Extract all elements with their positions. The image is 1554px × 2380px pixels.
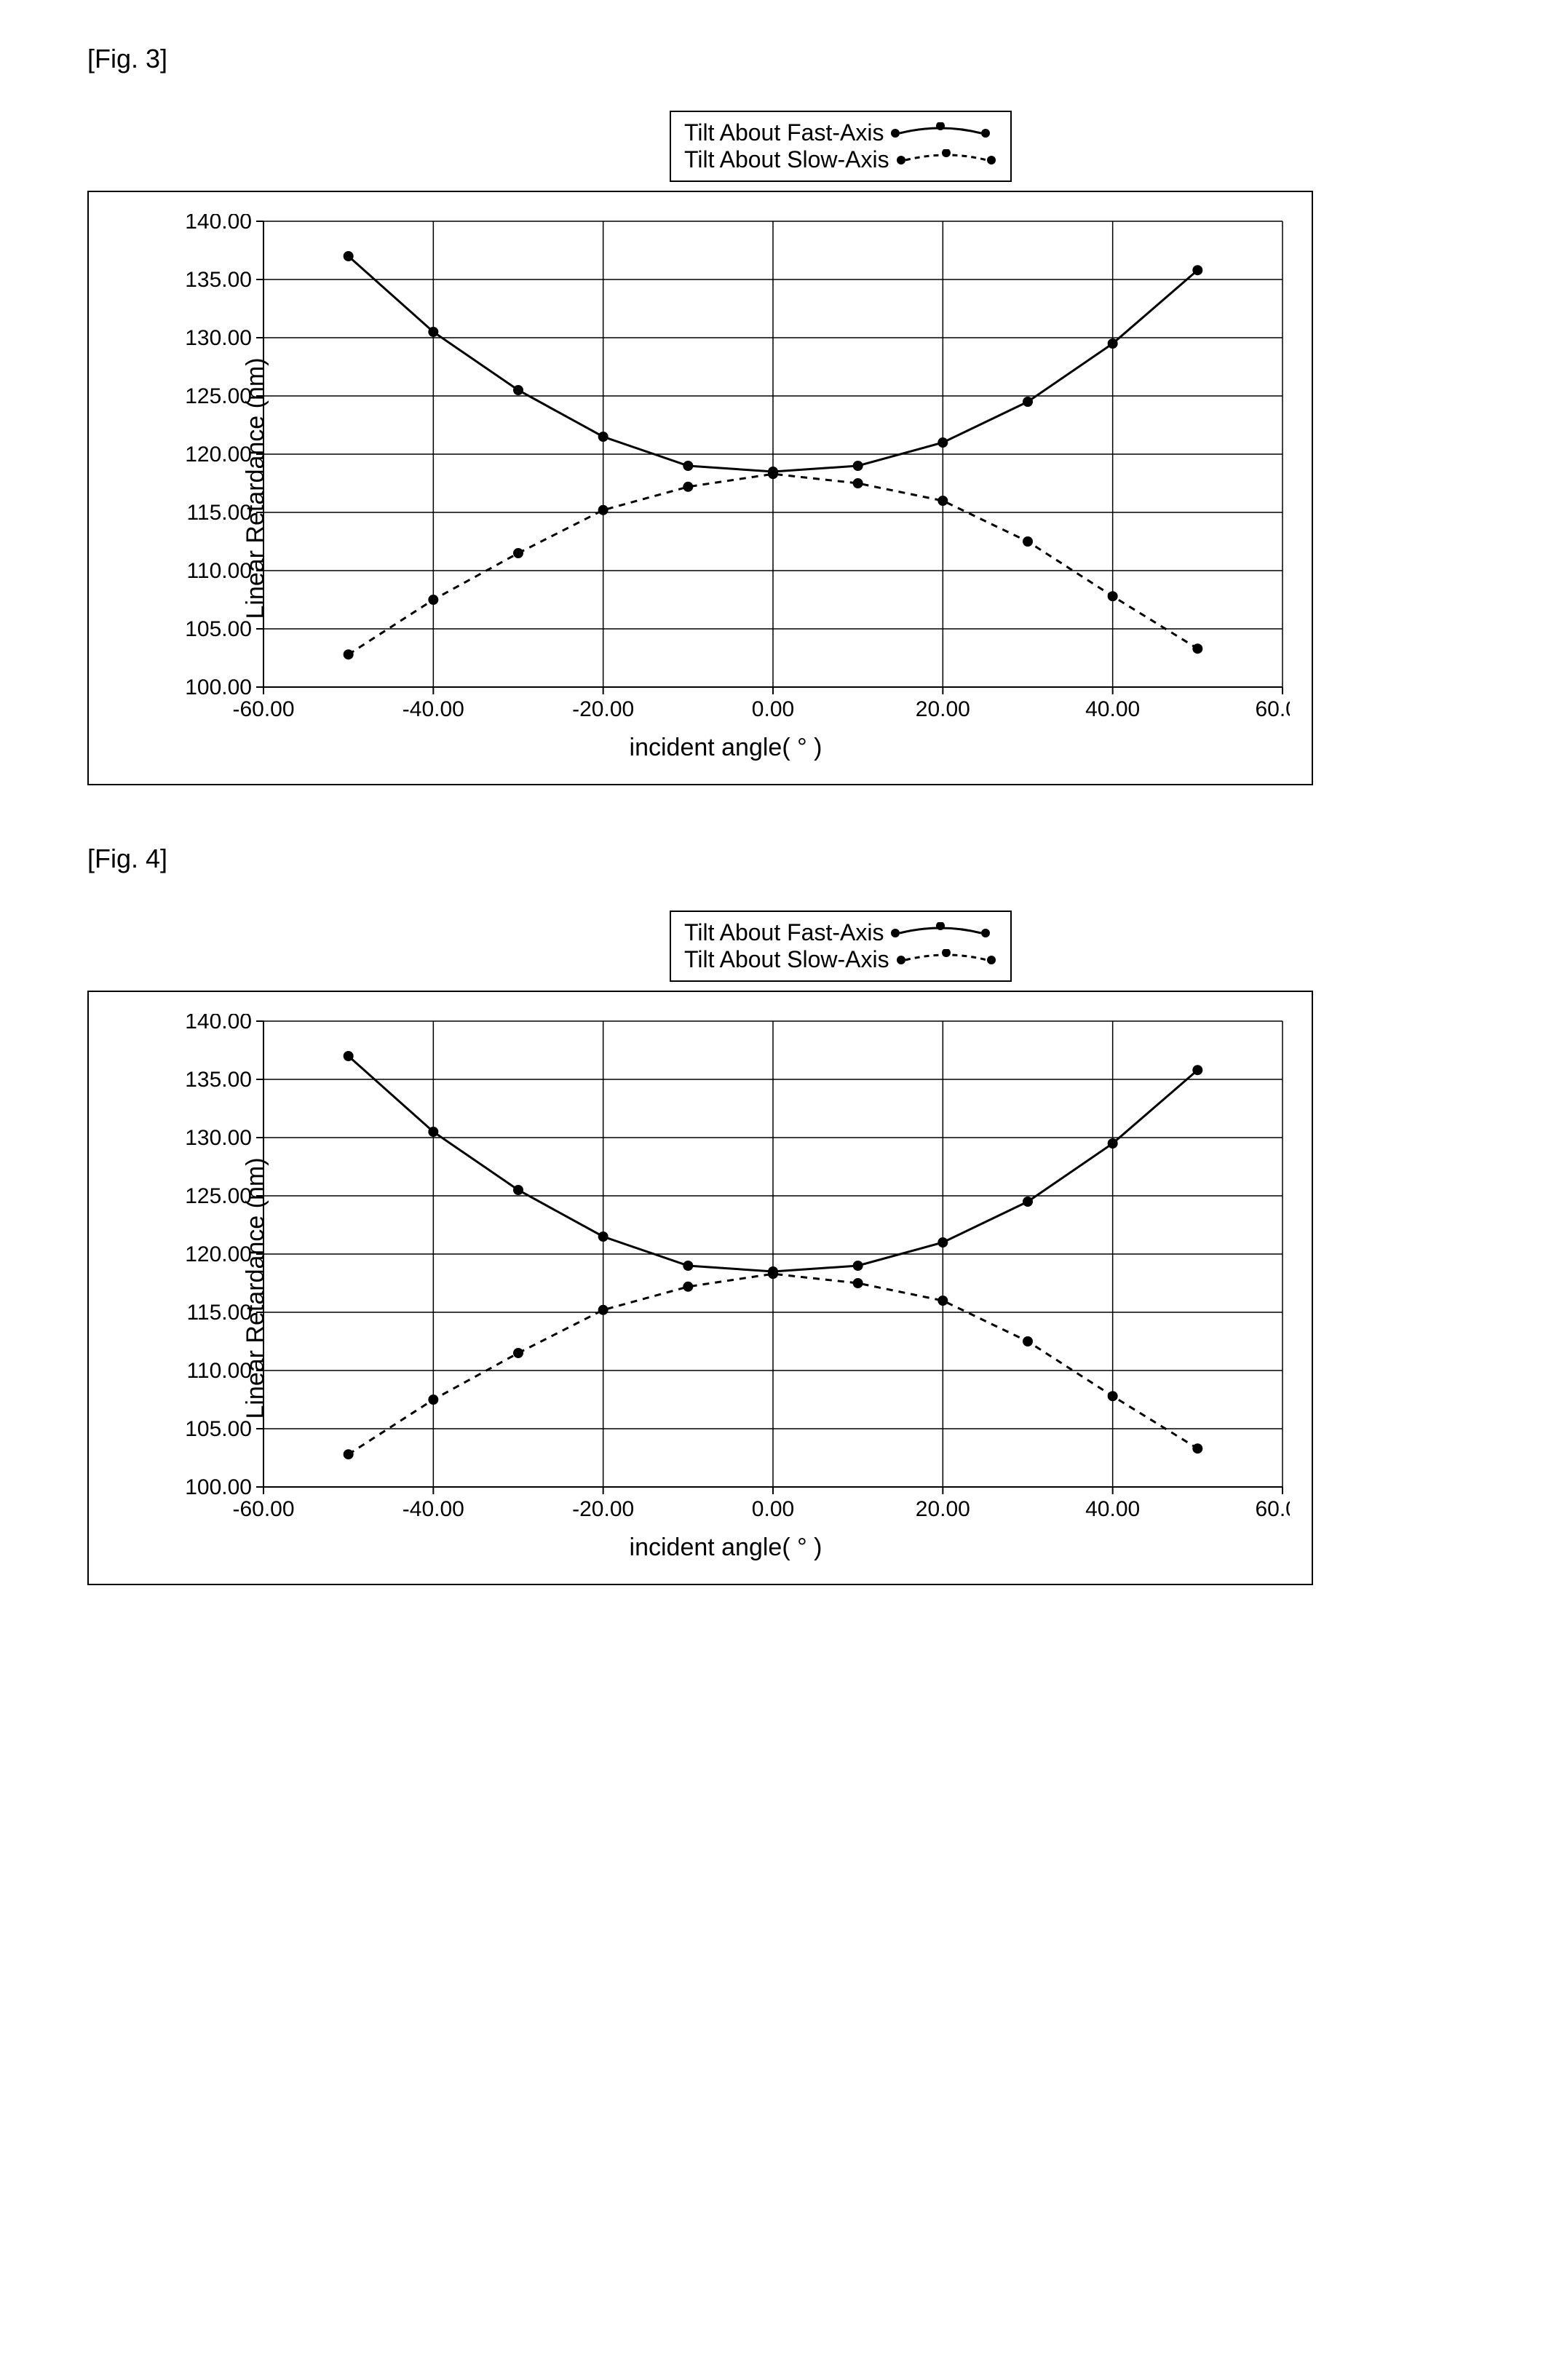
y-axis-label: Linear Retardance (nm) [242,1157,270,1419]
chart-area: Linear Retardance (nm)100.00105.00110.00… [176,1014,1275,1562]
svg-text:100.00: 100.00 [185,675,252,699]
svg-text:135.00: 135.00 [185,268,252,292]
chart-area: Linear Retardance (nm)100.00105.00110.00… [176,214,1275,762]
svg-text:-40.00: -40.00 [403,697,464,721]
svg-text:-60.00: -60.00 [232,1497,294,1521]
legend-label: Tilt About Fast-Axis [684,119,884,146]
svg-text:135.00: 135.00 [185,1068,252,1092]
svg-text:0.00: 0.00 [752,697,794,721]
legend-row: Tilt About Fast-Axis [684,919,997,946]
svg-text:140.00: 140.00 [185,1014,252,1034]
plot-svg: 100.00105.00110.00115.00120.00125.00130.… [176,214,1290,731]
figure-label: [Fig. 3] [87,44,1467,74]
legend-row: Tilt About Fast-Axis [684,119,997,146]
svg-text:130.00: 130.00 [185,1126,252,1150]
svg-text:100.00: 100.00 [185,1475,252,1499]
svg-text:-60.00: -60.00 [232,697,294,721]
plot-svg: 100.00105.00110.00115.00120.00125.00130.… [176,1014,1290,1531]
svg-text:-20.00: -20.00 [572,697,634,721]
figure-block: [Fig. 4] Tilt About Fast-Axis Tilt About … [87,844,1467,1585]
x-axis-label: incident angle( ° ) [176,734,1275,762]
chart-container: Linear Retardance (nm)100.00105.00110.00… [87,991,1313,1585]
chart-container: Linear Retardance (nm)100.00105.00110.00… [87,191,1313,785]
legend-sample-icon [889,122,991,144]
svg-text:60.00: 60.00 [1255,697,1290,721]
legend-box: Tilt About Fast-Axis Tilt About Slow-Axi… [670,911,1012,982]
svg-text:60.00: 60.00 [1255,1497,1290,1521]
legend-row: Tilt About Slow-Axis [684,946,997,973]
legend-label: Tilt About Fast-Axis [684,919,884,946]
svg-text:-20.00: -20.00 [572,1497,634,1521]
svg-text:130.00: 130.00 [185,326,252,350]
x-axis-label: incident angle( ° ) [176,1534,1275,1562]
legend-sample-icon [895,149,997,171]
svg-text:40.00: 40.00 [1085,697,1140,721]
svg-text:20.00: 20.00 [916,1497,970,1521]
y-axis-label: Linear Retardance (nm) [242,357,270,619]
chart-svg-wrap: 100.00105.00110.00115.00120.00125.00130.… [176,1014,1275,1531]
svg-text:0.00: 0.00 [752,1497,794,1521]
svg-text:140.00: 140.00 [185,214,252,234]
svg-text:20.00: 20.00 [916,697,970,721]
legend-sample-icon [895,949,997,971]
figure-block: [Fig. 3] Tilt About Fast-Axis Tilt About … [87,44,1467,785]
svg-text:105.00: 105.00 [185,1417,252,1441]
svg-text:40.00: 40.00 [1085,1497,1140,1521]
chart-svg-wrap: 100.00105.00110.00115.00120.00125.00130.… [176,214,1275,731]
legend-sample-icon [889,922,991,944]
svg-text:105.00: 105.00 [185,617,252,641]
legend-box: Tilt About Fast-Axis Tilt About Slow-Axi… [670,111,1012,182]
svg-text:-40.00: -40.00 [403,1497,464,1521]
legend-label: Tilt About Slow-Axis [684,146,889,173]
figure-label: [Fig. 4] [87,844,1467,874]
legend-label: Tilt About Slow-Axis [684,946,889,973]
legend-row: Tilt About Slow-Axis [684,146,997,173]
